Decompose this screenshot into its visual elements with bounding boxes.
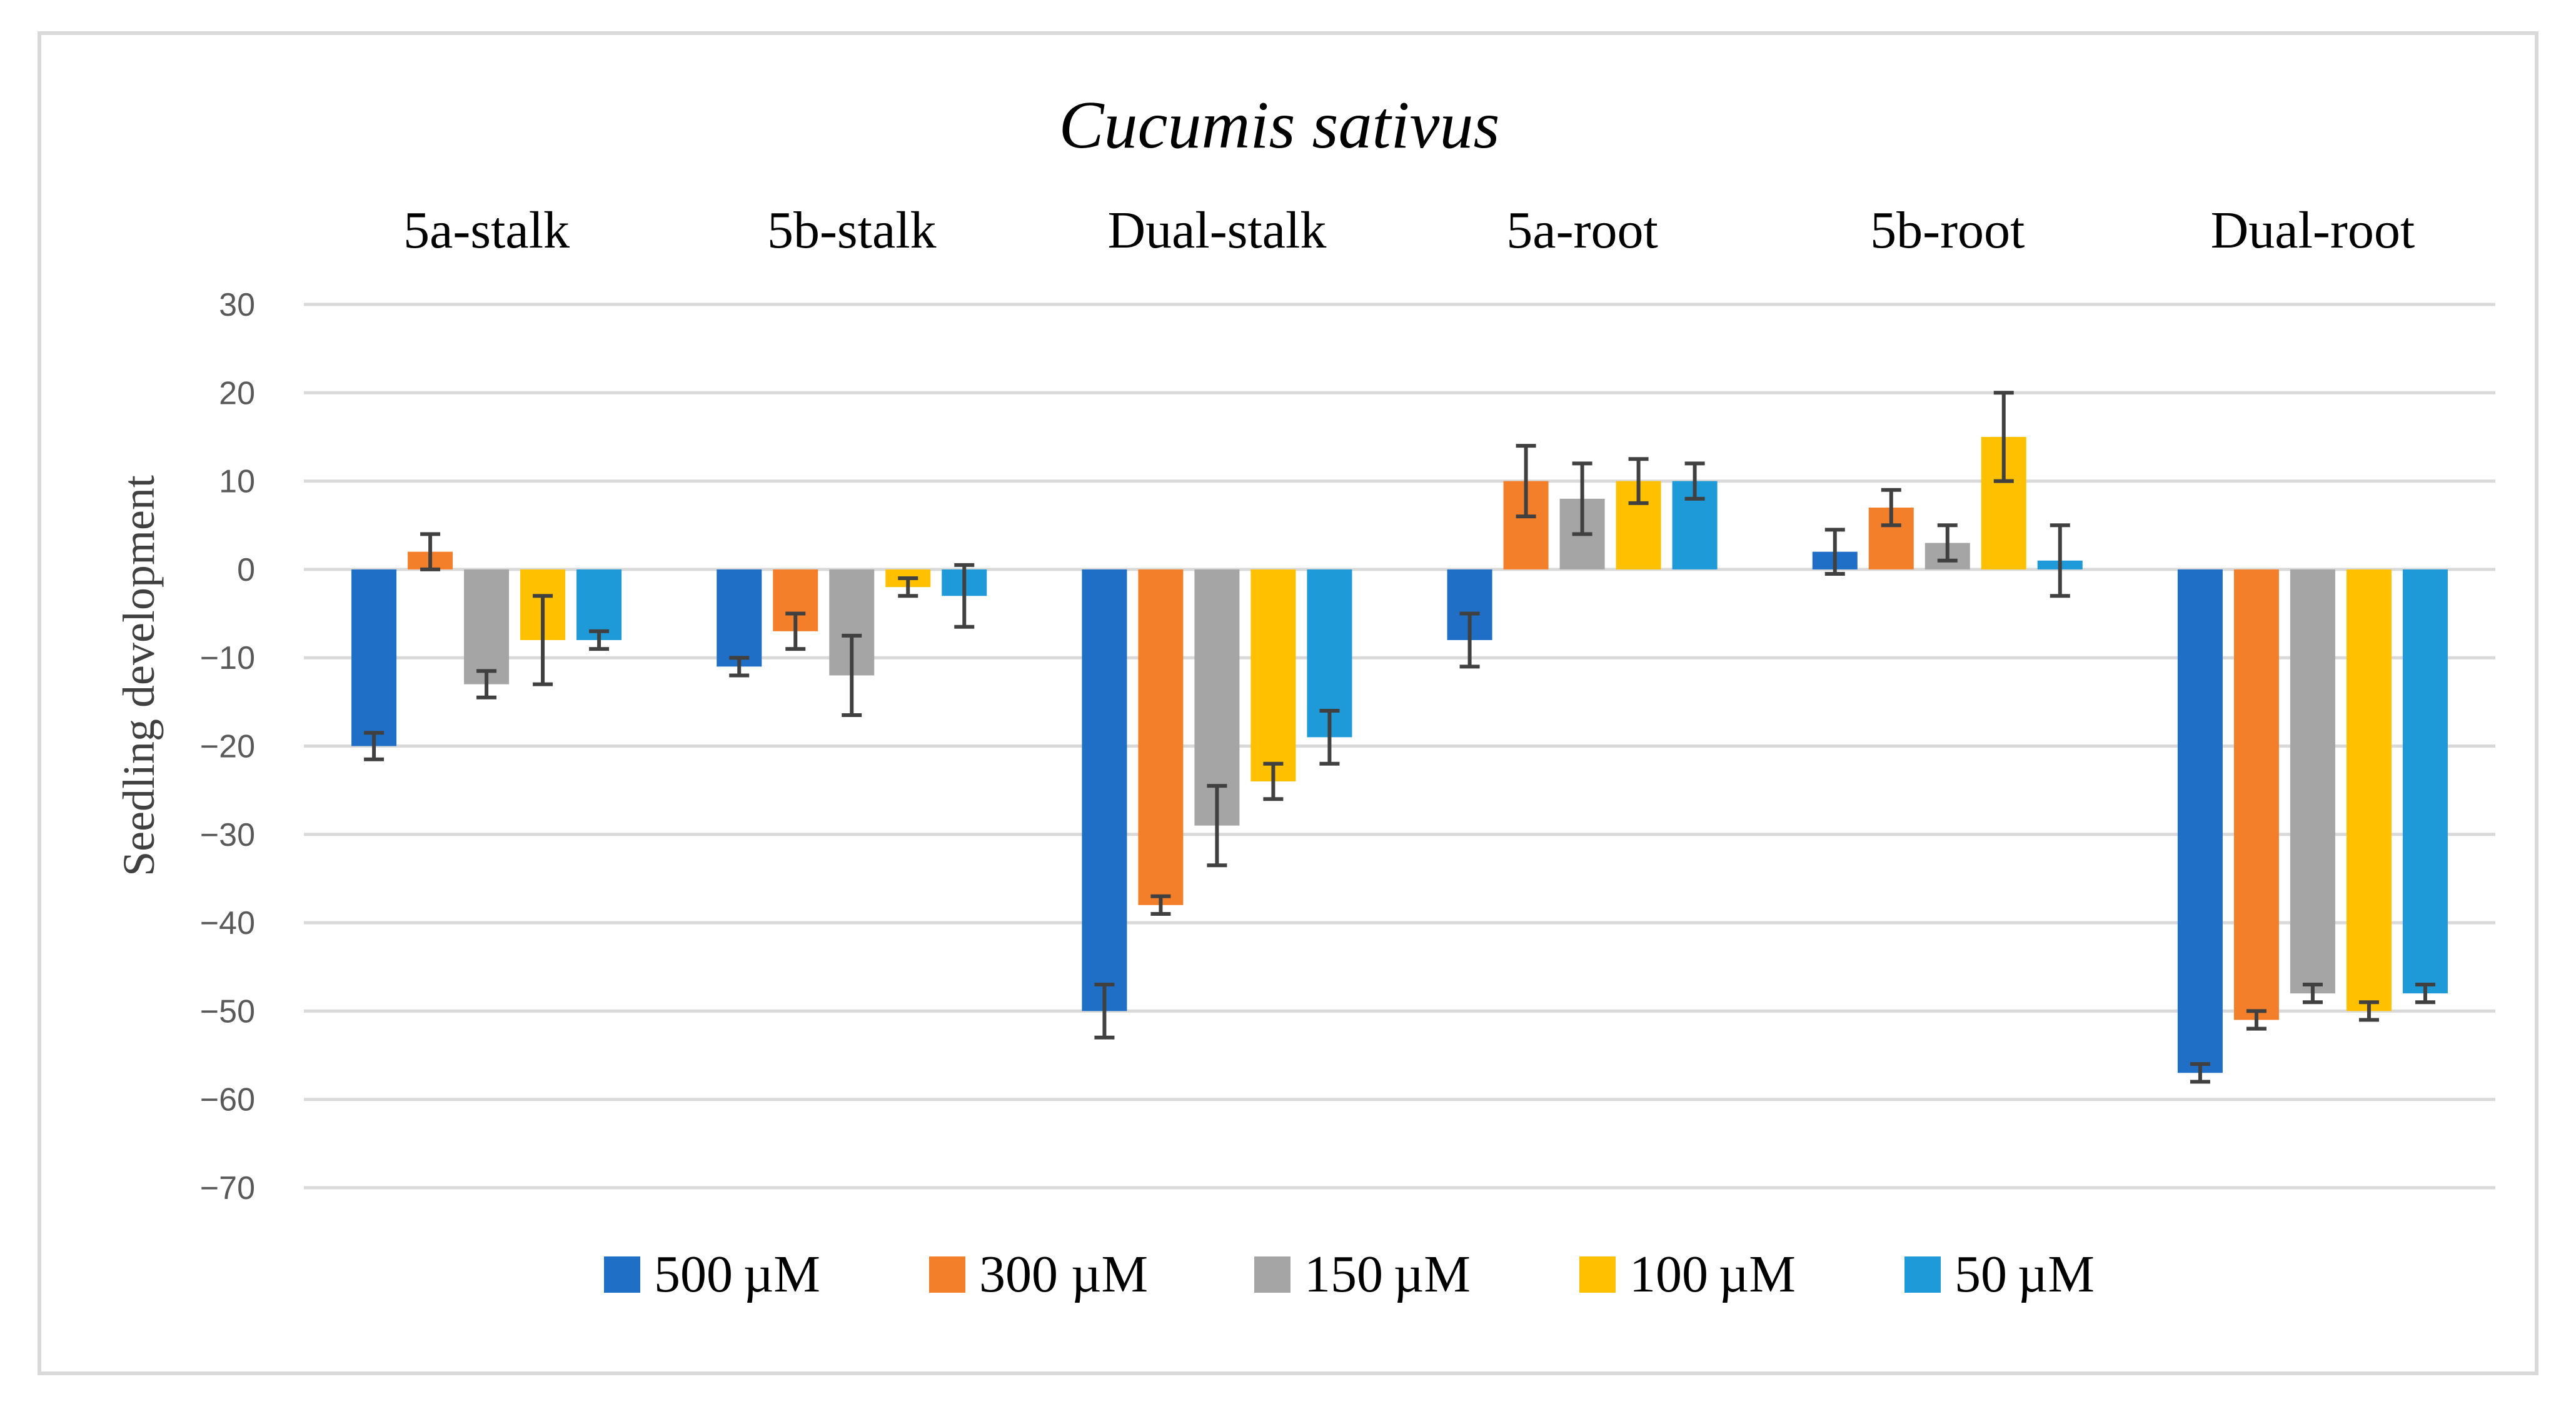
y-tick-label: −10 <box>200 640 255 676</box>
error-bar <box>1881 488 1901 528</box>
bar <box>2233 569 2279 1020</box>
legend-swatch <box>604 1256 640 1293</box>
error-bar <box>1207 784 1227 868</box>
error-bar <box>729 656 750 678</box>
category-label: Dual-root <box>2211 201 2415 259</box>
error-bar <box>1993 391 2014 483</box>
legend-label: 300 µM <box>979 1245 1148 1303</box>
bar <box>1082 569 1127 1011</box>
chart-frame: Cucumis sativus 30 20 10 0 −10 −20 −30 −40 −50 −6… <box>38 31 2538 1375</box>
legend-label: 50 µM <box>1955 1245 2095 1303</box>
legend-item: 150 µM <box>1254 1245 1471 1303</box>
bar <box>2177 569 2223 1073</box>
y-tick-label: −60 <box>200 1082 255 1118</box>
legend-swatch <box>1904 1256 1941 1293</box>
error-bar <box>1094 983 1115 1040</box>
bar <box>464 569 510 684</box>
error-bar <box>533 594 553 686</box>
error-bar <box>1150 894 1171 916</box>
error-bar <box>1263 761 1284 801</box>
bar <box>351 569 397 746</box>
category-label: 5b-root <box>1870 201 2025 259</box>
y-tick-label: −40 <box>200 905 255 941</box>
legend-item: 100 µM <box>1579 1245 1796 1303</box>
category-label: 5a-root <box>1506 201 1658 259</box>
error-bar <box>1319 708 1340 766</box>
y-axis-ticks: 30 20 10 0 −10 −20 −30 −40 −50 −60 −70 <box>200 287 255 1206</box>
bar <box>576 569 622 640</box>
bar <box>2402 569 2448 994</box>
error-bar <box>785 611 806 651</box>
y-tick-label: −50 <box>200 993 255 1030</box>
error-bar <box>2190 1062 2210 1084</box>
bar <box>1138 569 1184 905</box>
y-tick-label: −20 <box>200 729 255 765</box>
error-bar <box>2415 983 2435 1005</box>
error-bar <box>954 563 975 629</box>
y-tick-label: 30 <box>219 287 255 323</box>
bar <box>2290 569 2335 994</box>
error-bar <box>2050 523 2070 598</box>
error-bar <box>420 532 441 571</box>
legend-swatch <box>1254 1256 1291 1293</box>
bar <box>2346 569 2392 1011</box>
error-bar <box>2302 983 2323 1005</box>
error-bar <box>364 731 385 761</box>
category-label: Dual-stalk <box>1107 201 1326 259</box>
legend-item: 50 µM <box>1904 1245 2095 1303</box>
error-bar <box>1684 461 1705 501</box>
category-labels: 5a-stalk 5b-stalk Dual-stalk 5a-root 5b-root… <box>403 201 2415 259</box>
grid <box>304 303 2495 1190</box>
legend-item: 500 µM <box>604 1245 820 1303</box>
legend-label: 500 µM <box>654 1245 820 1303</box>
bar <box>1250 569 1296 782</box>
error-bar <box>1459 611 1480 669</box>
y-tick-label: 10 <box>219 464 255 500</box>
chart: Cucumis sativus 30 20 10 0 −10 −20 −30 −40 −50 −6… <box>114 88 2495 1303</box>
error-bar <box>1572 461 1592 536</box>
error-bar <box>1516 444 1536 519</box>
legend-label: 150 µM <box>1304 1245 1471 1303</box>
error-bars <box>364 391 2435 1084</box>
error-bar <box>898 576 918 598</box>
y-axis-label: Seedling development <box>114 475 164 876</box>
y-tick-label: 0 <box>237 552 255 588</box>
legend-label: 100 µM <box>1629 1245 1796 1303</box>
error-bar <box>2358 1000 2379 1022</box>
chart-title: Cucumis sativus <box>1059 88 1499 163</box>
error-bar <box>476 669 497 699</box>
category-label: 5b-stalk <box>767 201 937 259</box>
legend-item: 300 µM <box>929 1245 1148 1303</box>
error-bar <box>589 629 610 651</box>
legend-swatch <box>929 1256 965 1293</box>
legend-swatch <box>1579 1256 1616 1293</box>
legend: 500 µM 300 µM 150 µM 100 µM 50 µM <box>604 1245 2095 1303</box>
y-tick-label: −70 <box>200 1170 255 1206</box>
error-bar <box>842 633 862 718</box>
y-tick-label: 20 <box>219 375 255 411</box>
error-bar <box>2246 1009 2267 1031</box>
bar <box>717 569 762 667</box>
y-tick-label: −30 <box>200 817 255 853</box>
bar <box>1194 569 1240 826</box>
category-label: 5a-stalk <box>403 201 570 259</box>
error-bar <box>1937 523 1958 563</box>
error-bar <box>1628 457 1649 505</box>
bars <box>351 436 2448 1073</box>
error-bar <box>1824 528 1845 576</box>
